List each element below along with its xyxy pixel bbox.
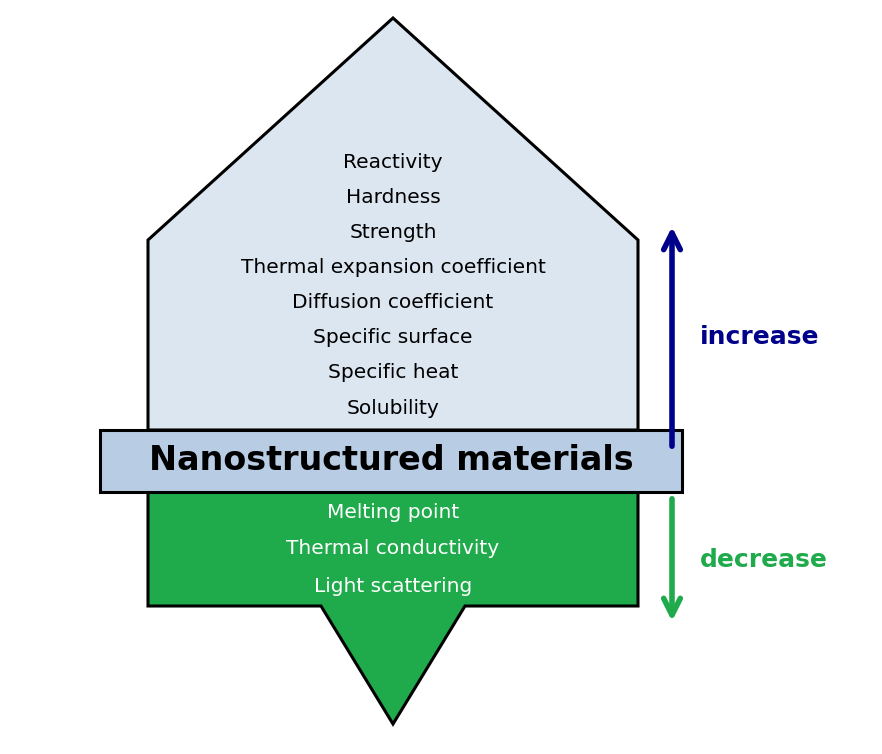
Text: Specific heat: Specific heat (328, 363, 458, 382)
Text: Light scattering: Light scattering (314, 577, 472, 596)
Text: Diffusion coefficient: Diffusion coefficient (292, 293, 494, 312)
Text: Reactivity: Reactivity (343, 153, 443, 172)
Polygon shape (148, 492, 638, 724)
Text: Thermal expansion coefficient: Thermal expansion coefficient (241, 258, 545, 277)
Text: Hardness: Hardness (346, 188, 440, 207)
Polygon shape (148, 18, 638, 430)
Text: increase: increase (700, 324, 819, 348)
Text: Nanostructured materials: Nanostructured materials (149, 445, 633, 477)
Text: Specific surface: Specific surface (313, 328, 473, 348)
Text: Thermal conductivity: Thermal conductivity (287, 540, 499, 559)
Text: Solubility: Solubility (347, 399, 439, 418)
Text: Melting point: Melting point (327, 502, 460, 522)
Text: decrease: decrease (700, 548, 828, 572)
Text: Strength: Strength (349, 223, 437, 242)
Polygon shape (100, 430, 682, 492)
